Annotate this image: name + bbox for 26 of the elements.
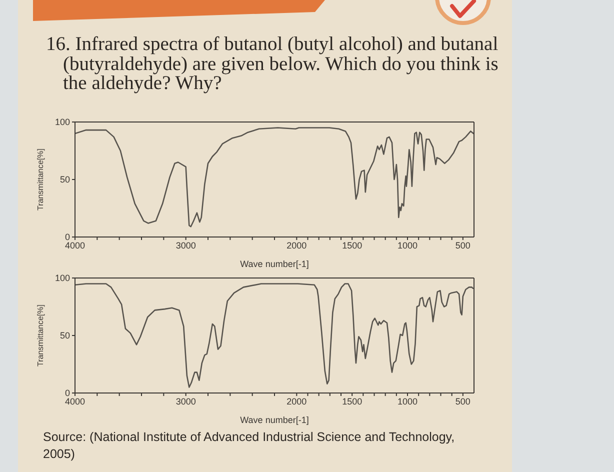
x-axis-title: Wave number[-1]: [240, 415, 309, 425]
y-tick-label: 100: [54, 117, 70, 128]
y-tick-label: 100: [54, 273, 70, 284]
chart-title: 16. Infrared spectra of butanol (butyl alcohol) and butanal (butyraldehyde) are given below. Which do you think is the aldehyde? Why?: [46, 34, 500, 94]
y-axis-title: Transmittance[%]: [36, 304, 45, 366]
y-tick-label: 50: [60, 330, 70, 341]
y-axis-title: Transmittance[%]: [36, 148, 45, 210]
x-tick-label: 2000: [286, 240, 307, 250]
y-tick-label: 0: [64, 388, 70, 398]
y-tick-label: 0: [64, 232, 70, 242]
x-tick-label: 1500: [342, 240, 362, 250]
x-tick-label: 2000: [286, 396, 307, 406]
x-tick-label: 1500: [342, 396, 362, 406]
x-axis-title: Wave number[-1]: [240, 259, 309, 269]
x-tick-label: 3000: [176, 396, 196, 406]
line-series: [75, 127, 474, 228]
x-tick-label: 1000: [397, 240, 418, 250]
x-tick-label: 3000: [176, 240, 196, 250]
x-tick-label: 1000: [397, 396, 418, 406]
x-tick-label: 500: [455, 396, 470, 406]
source-note: Source: (National Institute of Advanced Industrial Science and Technology, 2005): [43, 429, 456, 463]
x-tick-label: 4000: [64, 396, 86, 406]
x-tick-label: 500: [455, 240, 470, 250]
x-tick-label: 4000: [64, 240, 86, 250]
y-tick-label: 50: [60, 174, 70, 185]
line-series: [75, 283, 474, 388]
